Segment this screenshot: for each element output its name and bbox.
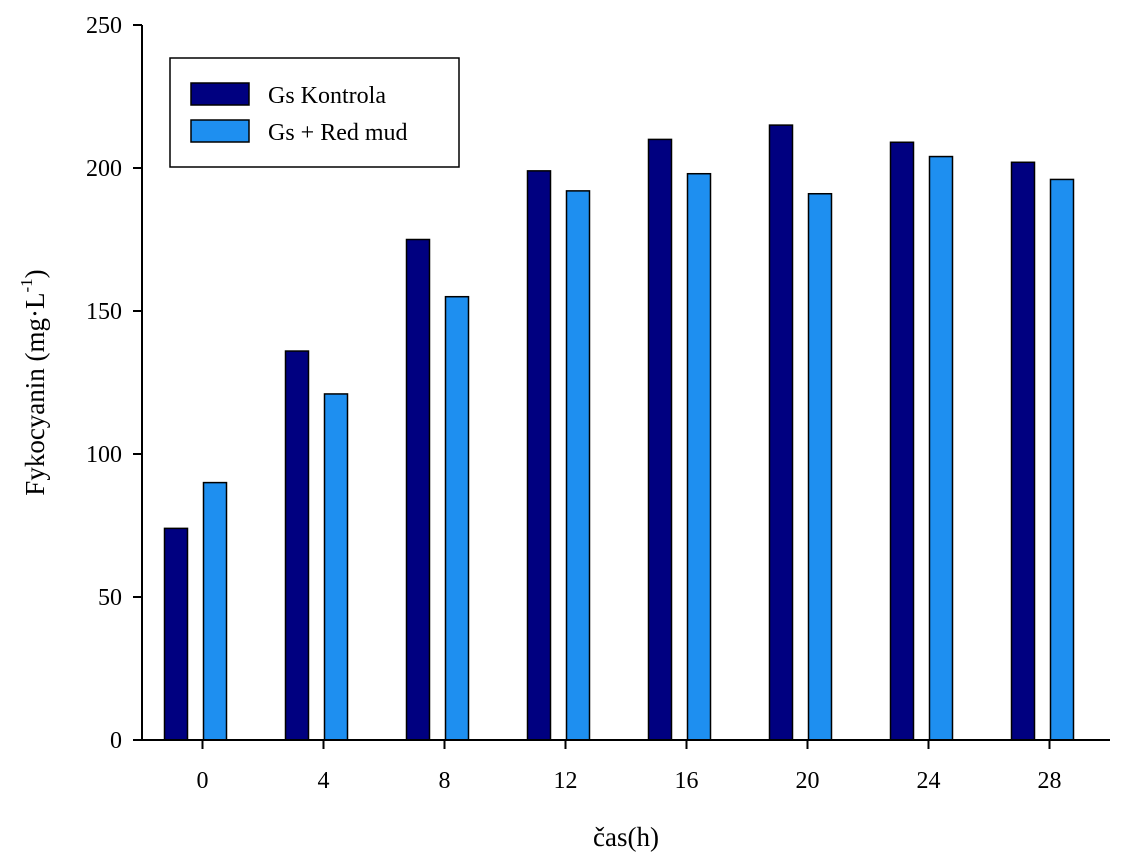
- bar-gs-red-mud-24: [928, 155, 954, 741]
- bar-gs-red-mud-8: [444, 295, 470, 741]
- y-axis-title-main: Fykocyanin (mg·L: [20, 292, 50, 495]
- bar-gs-kontrola-12: [526, 170, 552, 741]
- x-axis-title: čas(h): [593, 822, 659, 852]
- legend-swatch-gs-kontrola: [190, 82, 250, 106]
- y-axis-title-superscript: -1: [17, 278, 36, 292]
- bar-gs-red-mud-0: [202, 481, 228, 741]
- bar-gs-kontrola-0: [163, 527, 189, 741]
- bar-gs-kontrola-24: [889, 141, 915, 741]
- x-tick-label: 4: [318, 768, 330, 794]
- bar-gs-red-mud-4: [323, 393, 349, 741]
- bar-gs-kontrola-20: [768, 124, 794, 741]
- x-tick-label: 24: [917, 768, 941, 794]
- legend-label-gs-red-mud: Gs + Red mud: [268, 120, 408, 146]
- bar-gs-red-mud-16: [686, 172, 712, 741]
- y-axis-title: Fykocyanin (mg·L-1): [17, 269, 50, 495]
- bar-gs-red-mud-12: [565, 190, 591, 741]
- legend-box: [169, 57, 460, 168]
- x-tick-label: 20: [796, 768, 820, 794]
- bar-gs-kontrola-16: [647, 138, 673, 741]
- x-tick-label: 0: [197, 768, 209, 794]
- bar-gs-kontrola-8: [405, 238, 431, 741]
- bar-gs-red-mud-28: [1049, 178, 1075, 741]
- y-tick-label: 50: [98, 585, 122, 611]
- y-axis-title-suffix: ): [20, 269, 50, 278]
- y-tick-label: 100: [86, 442, 122, 468]
- bar-gs-red-mud-20: [807, 192, 833, 741]
- bar-gs-kontrola-4: [284, 350, 310, 741]
- bars-group: [163, 124, 1075, 741]
- x-ticks-group: 0 4 8 12 16 20 24 28: [197, 740, 1062, 794]
- x-tick-label: 28: [1038, 768, 1062, 794]
- x-tick-label: 16: [675, 768, 699, 794]
- legend-swatch-gs-red-mud: [190, 119, 250, 143]
- y-tick-label: 250: [86, 13, 122, 39]
- legend-label-gs-kontrola: Gs Kontrola: [268, 83, 386, 109]
- axes-group: [141, 25, 1110, 741]
- x-tick-label: 8: [439, 768, 451, 794]
- x-tick-label: 12: [554, 768, 578, 794]
- y-tick-label: 0: [110, 728, 122, 754]
- bar-gs-kontrola-28: [1010, 161, 1036, 741]
- y-tick-label: 150: [86, 299, 122, 325]
- legend: Gs Kontrola Gs + Red mud: [169, 57, 460, 168]
- y-tick-label: 200: [86, 156, 122, 182]
- y-ticks-group: 0 50 100 150 200 250: [86, 13, 142, 754]
